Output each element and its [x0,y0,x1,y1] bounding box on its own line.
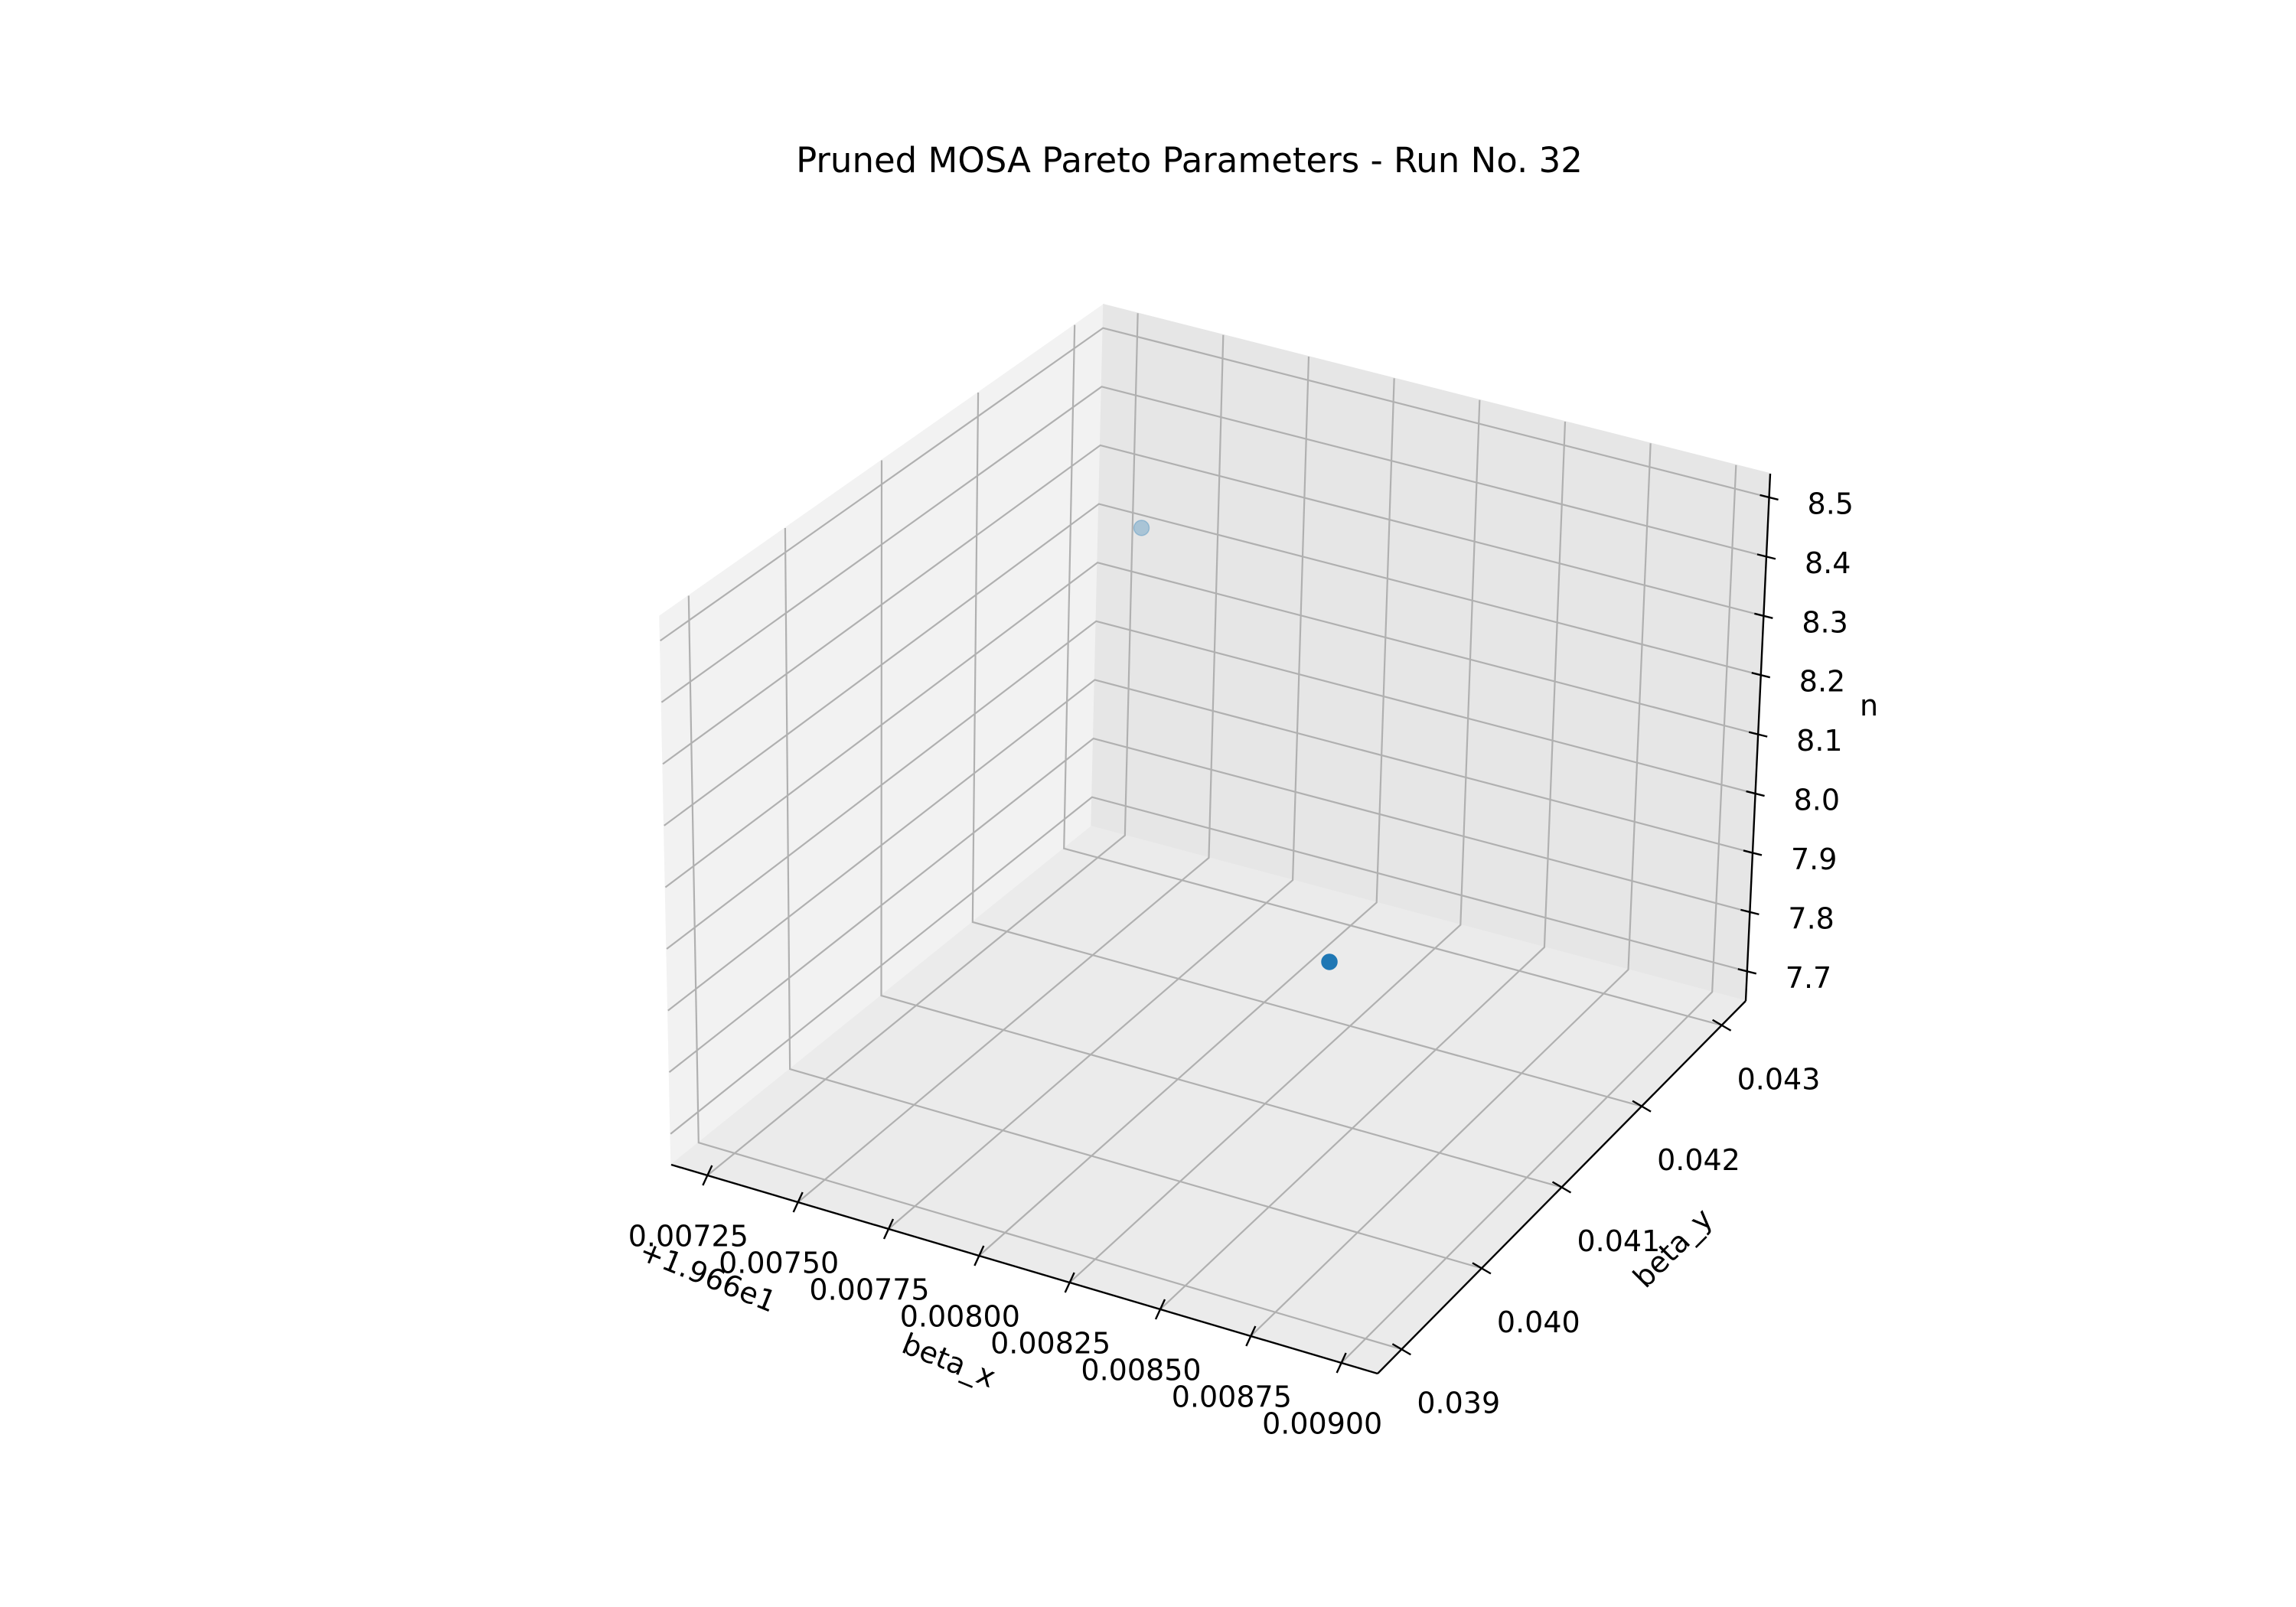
z-tick-label: 7.9 [1791,843,1837,876]
x-grid-line [1250,443,1652,1337]
x-tick-label: 0.00850 [1081,1354,1201,1387]
z-tick-label: 8.5 [1808,487,1854,520]
z-grid-line [670,796,1748,1135]
x-axis-line [670,1163,1378,1375]
x-grid-line [888,356,1310,1230]
z-tick [1751,672,1771,679]
z-grid-line [660,386,1767,703]
y-grid-line [784,527,1482,1270]
x-tick [1245,1325,1257,1347]
x-tick [1154,1299,1166,1320]
z-tick-label: 8.4 [1805,546,1851,580]
chart-title: Pruned MOSA Pareto Parameters - Run No. … [796,140,1583,181]
z-grid-line [664,503,1762,826]
x-tick [974,1245,985,1266]
y-tick-label: 0.041 [1577,1224,1661,1258]
y-grid-line [1063,324,1722,1026]
z-grid-line [666,620,1756,950]
z-grid-line [662,444,1764,765]
x-tick [792,1191,804,1213]
data-points [1133,520,1338,970]
x-tick [1064,1272,1075,1293]
data-point [1133,520,1150,536]
x-grid-line [1068,399,1481,1283]
z-tick [1743,849,1763,856]
x-tick [1336,1352,1347,1374]
y-tick-label: 0.042 [1657,1143,1740,1177]
y-grid-line [880,460,1562,1188]
x-tick [702,1165,713,1186]
y-tick [1712,1019,1732,1032]
y-tick [1472,1262,1492,1275]
y-tick-label: 0.043 [1737,1062,1821,1096]
data-point [1321,953,1338,970]
x-tick-label: 0.00725 [628,1220,748,1253]
x-grid-line [978,378,1395,1257]
z-tick [1746,790,1765,797]
z-tick-label: 8.0 [1794,784,1840,817]
z-axis-label: n [1860,689,1878,722]
x-tick-label: 0.00900 [1262,1407,1382,1441]
z-tick [1760,494,1779,501]
y-tick [1551,1181,1572,1194]
x-tick-label: 0.00775 [809,1273,929,1307]
z-tick-label: 7.8 [1788,901,1834,935]
z-grid-line [660,327,1769,642]
z-tick-label: 8.1 [1796,724,1842,758]
z-tick [1754,612,1773,619]
x-tick-label: 0.00750 [719,1247,839,1280]
x-tick-label: 0.00875 [1172,1380,1292,1414]
x-tick [882,1218,895,1240]
x-tick-label: 0.00825 [990,1327,1110,1361]
z-tick-label: 8.3 [1802,605,1848,639]
z-tick [1756,553,1776,560]
x-grid-line [1159,421,1567,1310]
x-grid-line [797,334,1225,1203]
z-tick-label: 8.2 [1799,665,1845,699]
z-tick [1748,731,1768,738]
y-tick [1632,1100,1652,1113]
x-tick-label: 0.00800 [900,1300,1020,1334]
x-grid-line [706,313,1139,1176]
z-grid-line [664,561,1759,888]
z-tick [1740,908,1760,916]
y-tick [1391,1343,1411,1356]
x-grid-line [1340,464,1737,1364]
z-tick [1737,968,1757,975]
z-grid-line [668,737,1750,1074]
tick-marks: 0.007250.007500.007750.008000.008250.008… [628,487,1854,1440]
y-grid-line [687,595,1402,1351]
y-tick-label: 0.040 [1497,1305,1580,1339]
z-axis-line [1744,473,1772,1002]
grid-lines [660,313,1769,1364]
z-grid-line [667,679,1753,1012]
y-grid-line [971,393,1642,1107]
y-tick-label: 0.039 [1417,1387,1500,1420]
z-tick-label: 7.7 [1786,961,1831,995]
